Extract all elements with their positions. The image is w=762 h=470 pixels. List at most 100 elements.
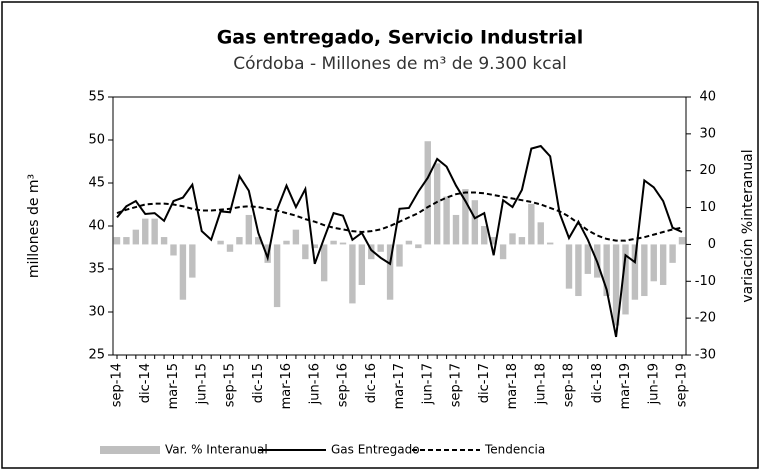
bar bbox=[339, 242, 347, 245]
y2-tick-label: 20 bbox=[699, 163, 716, 178]
x-tick-label: sep-19 bbox=[675, 363, 690, 407]
bar bbox=[189, 244, 196, 278]
y-tick-label: 55 bbox=[88, 90, 105, 105]
bar bbox=[528, 203, 535, 245]
x-tick-label: dic-18 bbox=[590, 363, 605, 403]
bar bbox=[292, 229, 300, 245]
x-tick-label: sep-15 bbox=[223, 363, 238, 407]
x-tick-label: jun-17 bbox=[420, 363, 435, 405]
bar bbox=[330, 240, 337, 245]
bar bbox=[368, 244, 375, 260]
bar bbox=[641, 244, 648, 297]
bar bbox=[415, 244, 422, 249]
bar bbox=[433, 163, 441, 245]
bar bbox=[603, 244, 610, 297]
bar bbox=[358, 244, 366, 285]
bar bbox=[481, 226, 488, 245]
bar bbox=[273, 244, 281, 308]
y-tick-label: 45 bbox=[88, 176, 105, 191]
bar bbox=[236, 237, 243, 245]
bar bbox=[113, 237, 121, 245]
y2-tick-label: -20 bbox=[695, 311, 716, 326]
x-tick-label: dic-17 bbox=[477, 363, 492, 403]
y2-axis-label: variación %interanual bbox=[740, 149, 756, 302]
bar bbox=[518, 237, 526, 245]
x-tick-label: jun-18 bbox=[533, 363, 548, 405]
bar bbox=[142, 218, 149, 245]
bar bbox=[320, 244, 328, 282]
y-tick-label: 50 bbox=[88, 133, 105, 148]
bar bbox=[377, 244, 384, 252]
bar bbox=[349, 244, 356, 304]
bar bbox=[584, 244, 592, 274]
bar bbox=[217, 240, 224, 245]
y2-tick-label: -10 bbox=[695, 274, 716, 289]
bar bbox=[386, 244, 394, 300]
x-tick-label: dic-15 bbox=[251, 363, 266, 403]
trend-line bbox=[116, 191, 683, 242]
x-tick-label: jun-19 bbox=[646, 363, 661, 405]
bar bbox=[151, 218, 158, 245]
bar bbox=[650, 244, 657, 282]
x-tick-label: mar-15 bbox=[166, 363, 181, 409]
bar bbox=[659, 244, 667, 285]
plot-frame bbox=[112, 96, 687, 356]
bar bbox=[170, 244, 177, 256]
x-tick-label: sep-17 bbox=[449, 363, 464, 407]
bar bbox=[509, 233, 516, 245]
bar bbox=[245, 214, 253, 245]
bar bbox=[546, 242, 554, 245]
chart-subtitle: Córdoba - Millones de m³ de 9.300 kcal bbox=[233, 54, 567, 74]
bar bbox=[311, 244, 318, 249]
y2-tick-label: 10 bbox=[699, 200, 716, 215]
x-tick-label: jun-16 bbox=[307, 363, 322, 405]
y2-tick-label: 30 bbox=[699, 126, 716, 141]
bar bbox=[462, 189, 469, 245]
x-tick-label: sep-14 bbox=[110, 363, 125, 407]
bar bbox=[424, 141, 431, 245]
x-tick-label: jun-15 bbox=[194, 363, 209, 405]
legend-label: Tendencia bbox=[484, 443, 545, 457]
bar bbox=[678, 237, 686, 245]
bar bbox=[226, 244, 234, 252]
y2-tick-label: 0 bbox=[708, 237, 716, 252]
legend-swatch bbox=[100, 446, 160, 454]
y-axis-label: millones de m³ bbox=[26, 174, 42, 278]
data-line bbox=[116, 144, 683, 338]
bar bbox=[490, 237, 497, 245]
bar bbox=[283, 240, 290, 245]
y2-tick-label: 40 bbox=[699, 90, 716, 105]
x-tick-label: sep-16 bbox=[336, 363, 351, 407]
bar bbox=[255, 237, 262, 245]
x-tick-label: mar-16 bbox=[279, 363, 294, 409]
bar bbox=[302, 244, 309, 260]
bar bbox=[179, 244, 187, 300]
y-tick-label: 25 bbox=[88, 348, 105, 363]
x-tick-label: dic-14 bbox=[138, 363, 153, 403]
y-tick-label: 35 bbox=[88, 262, 105, 277]
bar bbox=[405, 240, 413, 245]
bar bbox=[132, 229, 140, 245]
bar bbox=[499, 244, 507, 260]
bar bbox=[612, 244, 620, 326]
bar bbox=[452, 214, 460, 245]
bar bbox=[160, 237, 168, 245]
bar bbox=[565, 244, 573, 289]
y-tick-label: 40 bbox=[88, 219, 105, 234]
bar bbox=[537, 222, 544, 245]
bar bbox=[123, 237, 130, 245]
x-tick-label: mar-17 bbox=[392, 363, 407, 409]
bar bbox=[471, 200, 479, 245]
x-tick-label: mar-18 bbox=[505, 363, 520, 409]
y-tick-label: 30 bbox=[88, 305, 105, 320]
legend-label: Gas Entregado bbox=[331, 443, 420, 457]
bar bbox=[669, 244, 676, 263]
x-tick-label: dic-16 bbox=[364, 363, 379, 403]
chart-title: Gas entregado, Servicio Industrial bbox=[217, 27, 584, 49]
x-tick-label: sep-18 bbox=[562, 363, 577, 407]
x-tick-label: mar-19 bbox=[618, 363, 633, 409]
bar bbox=[631, 244, 639, 300]
bar bbox=[622, 244, 629, 315]
